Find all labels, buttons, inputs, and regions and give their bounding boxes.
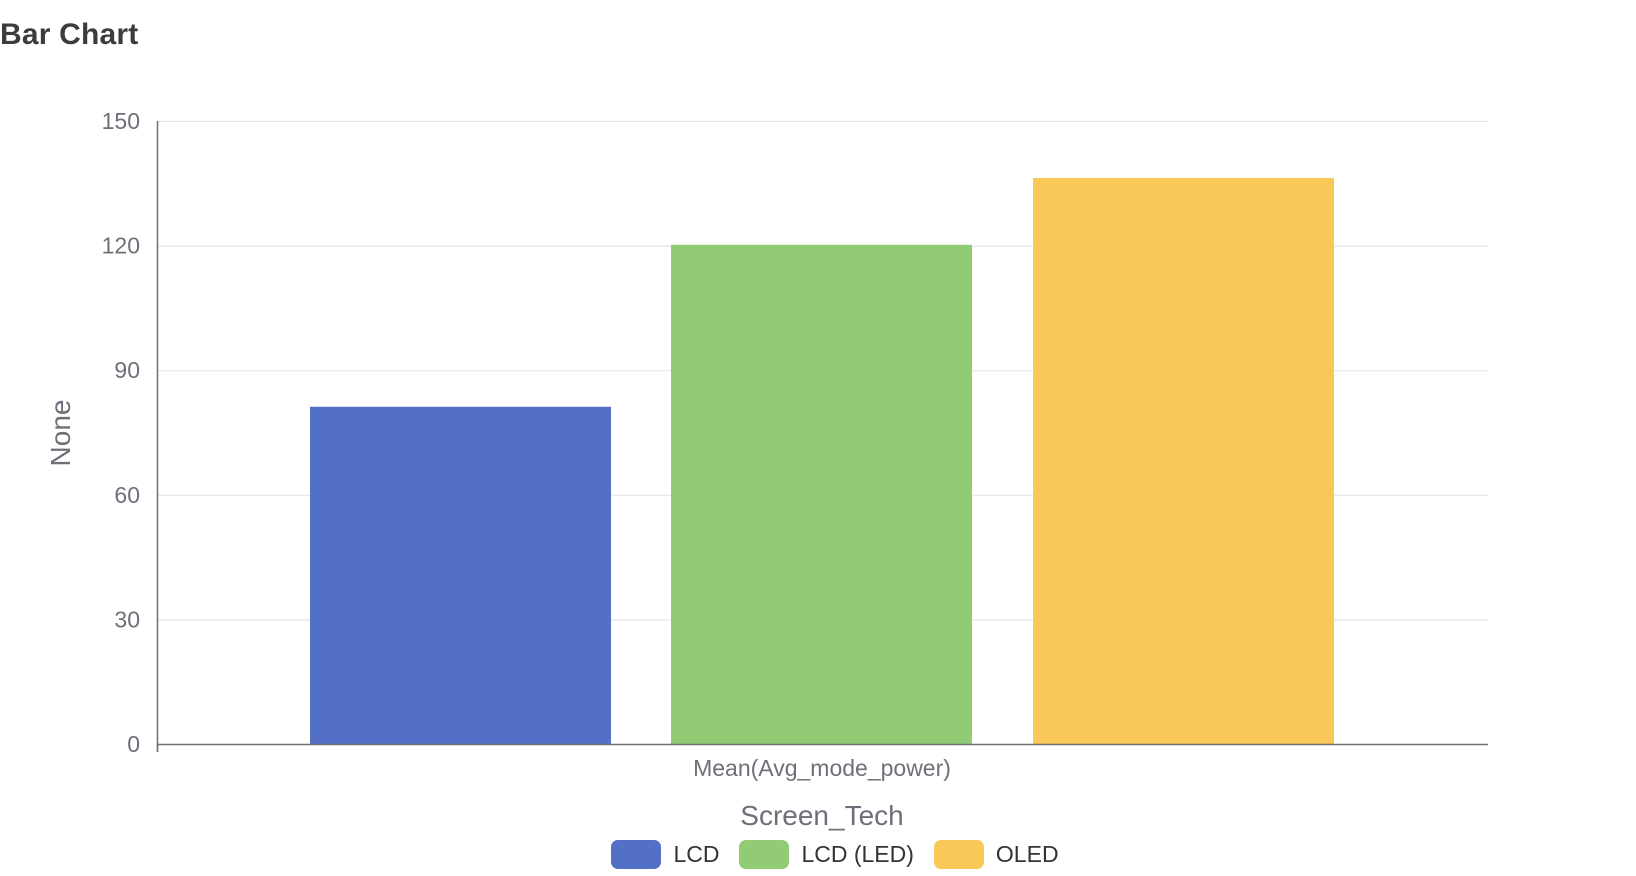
bar-lcd[interactable] xyxy=(310,406,611,744)
chart-title: Bar Chart xyxy=(0,18,139,51)
bars xyxy=(310,177,1334,745)
y-axis-ticks: 0 30 60 90 120 150 xyxy=(102,108,159,757)
y-tick-label: 60 xyxy=(114,482,140,508)
y-axis-title: None xyxy=(45,400,76,467)
legend-item-oled[interactable]: OLED xyxy=(933,840,1059,869)
legend-swatch-lcd-led xyxy=(739,840,790,869)
y-tick-label: 120 xyxy=(102,233,140,259)
bar-oled[interactable] xyxy=(1033,177,1334,745)
legend-swatch-oled xyxy=(933,840,984,869)
y-tick-label: 0 xyxy=(127,731,140,757)
legend-swatch-lcd xyxy=(611,840,662,869)
legend-item-lcd[interactable]: LCD xyxy=(611,840,719,869)
bar-lcd-led[interactable] xyxy=(671,244,972,744)
x-category-label: Mean(Avg_mode_power) xyxy=(693,755,951,781)
y-tick-label: 30 xyxy=(114,606,140,632)
legend-label: LCD xyxy=(673,841,720,867)
legend-label: OLED xyxy=(995,841,1059,867)
x-axis-title: Screen_Tech xyxy=(740,800,903,831)
legend-item-lcd-led[interactable]: LCD (LED) xyxy=(739,840,914,869)
legend-label: LCD (LED) xyxy=(801,841,914,867)
y-tick-label: 90 xyxy=(114,357,140,383)
legend: LCD LCD (LED) OLED xyxy=(0,840,1636,869)
y-tick-label: 150 xyxy=(102,108,140,134)
